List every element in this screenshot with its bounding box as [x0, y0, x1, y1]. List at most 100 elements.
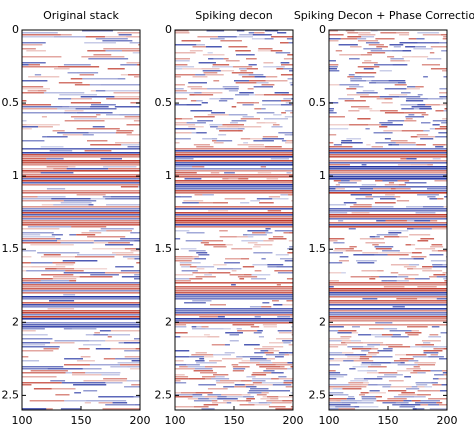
noise [243, 274, 252, 276]
noise [104, 36, 127, 38]
noise [209, 304, 226, 306]
noise [420, 122, 431, 124]
noise [430, 46, 447, 48]
noise [401, 130, 424, 132]
noise [175, 336, 181, 338]
noise [368, 124, 382, 126]
noise [27, 226, 72, 228]
noise [196, 252, 208, 254]
noise [210, 378, 230, 380]
noise [41, 204, 54, 206]
noise [351, 332, 359, 334]
noise [346, 398, 356, 400]
noise [181, 40, 201, 42]
noise [274, 118, 288, 120]
noise [341, 272, 346, 274]
noise [186, 104, 202, 106]
noise [216, 128, 238, 130]
noise [137, 64, 140, 66]
noise [408, 114, 415, 116]
noise [22, 56, 62, 58]
noise [191, 328, 206, 330]
noise [349, 124, 369, 126]
reflector [22, 298, 140, 300]
noise [405, 332, 422, 334]
noise [271, 126, 283, 128]
noise [415, 344, 435, 346]
noise [375, 396, 382, 398]
noise [329, 280, 339, 282]
noise [70, 116, 97, 118]
noise [213, 142, 224, 144]
noise [289, 82, 293, 84]
noise [286, 278, 293, 280]
noise [193, 144, 210, 146]
noise [64, 358, 83, 360]
noise [138, 44, 140, 46]
noise [416, 384, 428, 386]
noise [239, 92, 254, 94]
noise [175, 360, 184, 362]
noise [190, 110, 213, 112]
noise [201, 68, 220, 70]
noise [288, 344, 293, 346]
reflector [22, 148, 140, 150]
noise [208, 272, 231, 274]
noise [50, 380, 66, 382]
noise [199, 358, 205, 360]
noise [191, 132, 197, 134]
noise [22, 158, 47, 160]
noise [74, 84, 90, 86]
noise [193, 370, 214, 372]
noise [223, 58, 229, 60]
noise [254, 108, 262, 110]
noise [192, 394, 203, 396]
noise [329, 238, 345, 240]
reflector [329, 312, 447, 314]
noise [353, 254, 375, 256]
noise [349, 246, 357, 248]
noise [175, 76, 181, 78]
noise [381, 280, 388, 282]
noise [175, 396, 193, 398]
noise [429, 254, 444, 256]
noise [22, 228, 60, 230]
noise [213, 246, 227, 248]
noise [329, 400, 337, 402]
noise [231, 284, 236, 286]
noise [254, 348, 274, 350]
noise [266, 400, 283, 402]
noise [175, 406, 194, 408]
noise [209, 124, 223, 126]
noise [117, 32, 140, 34]
noise [92, 248, 125, 250]
noise [266, 396, 279, 398]
noise [266, 402, 272, 404]
noise [242, 76, 255, 78]
noise [175, 376, 189, 378]
noise [219, 130, 238, 132]
noise [64, 120, 105, 122]
noise [272, 384, 292, 386]
reflector [22, 316, 140, 318]
noise [73, 384, 107, 386]
noise [30, 262, 53, 264]
reflector [22, 318, 140, 320]
reflector [329, 208, 447, 210]
y-tick-label: 0 [12, 23, 19, 36]
noise [265, 368, 288, 370]
noise [362, 252, 379, 254]
noise [22, 344, 46, 346]
noise [350, 340, 361, 342]
noise [58, 98, 72, 100]
noise [291, 334, 293, 336]
noise [130, 102, 140, 104]
noise [82, 134, 94, 136]
noise [442, 370, 447, 372]
noise [357, 66, 380, 68]
noise [88, 132, 116, 134]
noise [252, 372, 272, 374]
noise [329, 358, 334, 360]
noise [46, 188, 66, 190]
noise [407, 268, 414, 270]
